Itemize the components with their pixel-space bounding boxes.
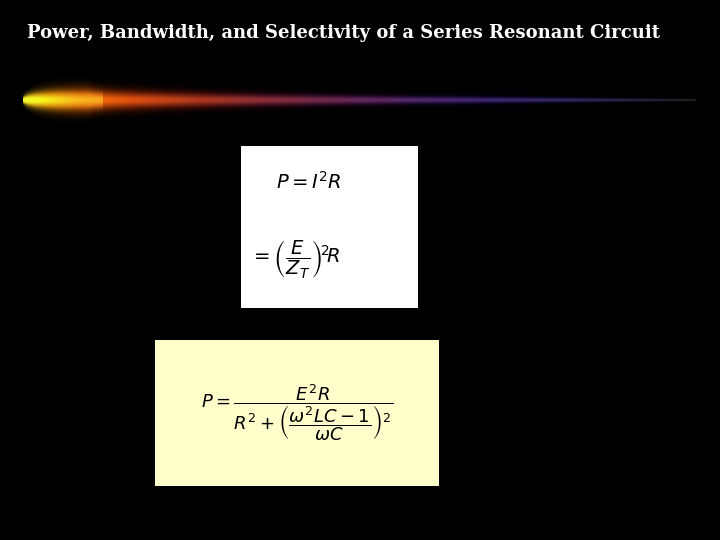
Text: $= \left(\dfrac{E}{Z_{T}}\right)^{\!2}\!R$: $= \left(\dfrac{E}{Z_{T}}\right)^{\!2}\!…	[250, 238, 341, 280]
FancyBboxPatch shape	[241, 146, 418, 308]
Text: $P = I^{2}R$: $P = I^{2}R$	[276, 171, 342, 192]
Text: Power, Bandwidth, and Selectivity of a Series Resonant Circuit: Power, Bandwidth, and Selectivity of a S…	[27, 24, 660, 42]
FancyBboxPatch shape	[155, 340, 439, 486]
Text: $P = \dfrac{E^{2}R}{R^{2} + \left(\dfrac{\omega^{2}LC - 1}{\omega C}\right)^{2}}: $P = \dfrac{E^{2}R}{R^{2} + \left(\dfrac…	[201, 383, 393, 443]
